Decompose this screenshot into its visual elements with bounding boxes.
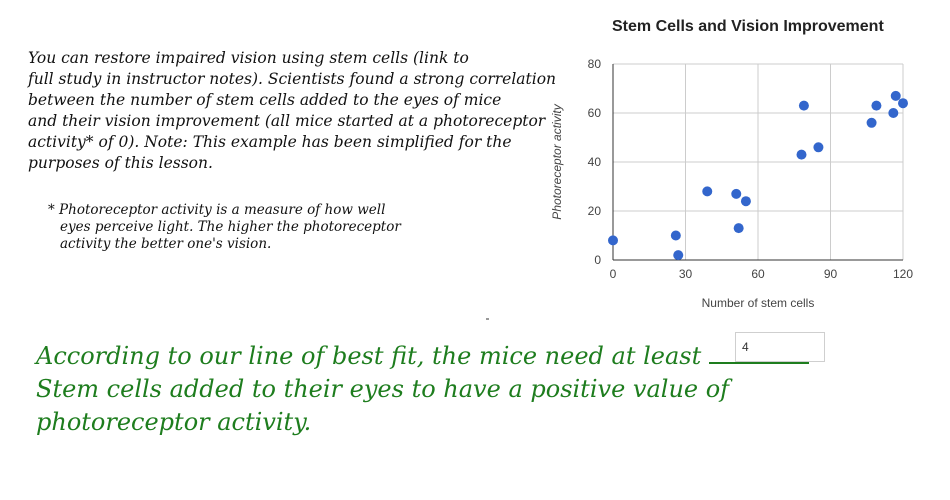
intro-line: full study in instructor notes). Scienti… — [28, 70, 557, 88]
y-axis-label: Photoreceptor activity — [550, 103, 564, 219]
intro-line: activity* of 0). Note: This example has … — [28, 133, 512, 151]
chart-svg: 0 30 60 90 120 0 20 40 60 80 Number of stem cells P… — [550, 57, 913, 310]
x-tick-label: 90 — [824, 267, 838, 281]
chart-title: Stem Cells and Vision Improvement — [612, 18, 884, 35]
y-tick-label: 80 — [588, 57, 602, 71]
data-point — [888, 108, 899, 118]
answer-blank — [708, 340, 809, 364]
x-tick-label: 120 — [893, 267, 913, 281]
question-text: According to our line of best fit, the m… — [36, 340, 916, 439]
footnote-line: eyes perceive light. The higher the phot… — [60, 219, 401, 235]
data-point — [813, 142, 824, 153]
y-tick-label: 0 — [594, 253, 601, 267]
data-point — [702, 186, 713, 197]
data-point — [890, 90, 901, 101]
data-point — [798, 100, 809, 111]
data-point — [733, 223, 744, 234]
data-point — [670, 230, 681, 241]
data-point — [731, 188, 742, 199]
answer-input[interactable] — [735, 332, 825, 362]
y-tick-label: 40 — [588, 155, 602, 169]
data-point — [740, 196, 751, 207]
y-tick-label: 60 — [588, 106, 602, 120]
data-point — [673, 250, 684, 261]
intro-line: purposes of this lesson. — [28, 154, 213, 172]
data-point — [608, 235, 618, 246]
intro-line: You can restore impaired vision using st… — [28, 49, 469, 67]
intro-line: and their vision improvement (all mice s… — [28, 112, 546, 130]
data-point — [871, 100, 882, 111]
stray-mark — [486, 318, 489, 320]
scatter-chart: 0 30 60 90 120 0 20 40 60 80 Number of stem cells P… — [545, 10, 925, 310]
footnote-line: activity the better one's vision. — [60, 236, 272, 252]
x-tick-label: 30 — [679, 267, 693, 281]
data-point — [866, 117, 877, 128]
y-tick-label: 20 — [588, 204, 602, 218]
data-point — [796, 149, 807, 160]
footnote-line: * Photoreceptor activity is a measure of… — [48, 202, 386, 218]
question-line-1-text: According to our line of best fit, the m… — [36, 342, 702, 370]
data-point — [898, 98, 908, 109]
intro-line: between the number of stem cells added t… — [28, 91, 502, 109]
question-line-1: According to our line of best fit, the m… — [36, 340, 916, 373]
question-line-2: Stem cells added to their eyes to have a… — [36, 375, 730, 403]
question-line-3: photoreceptor activity. — [36, 408, 312, 436]
x-tick-label: 0 — [610, 267, 617, 281]
footnote: * Photoreceptor activity is a measure of… — [48, 202, 448, 253]
x-tick-label: 60 — [751, 267, 765, 281]
intro-text: You can restore impaired vision using st… — [28, 48, 557, 174]
x-axis-label: Number of stem cells — [702, 296, 815, 310]
